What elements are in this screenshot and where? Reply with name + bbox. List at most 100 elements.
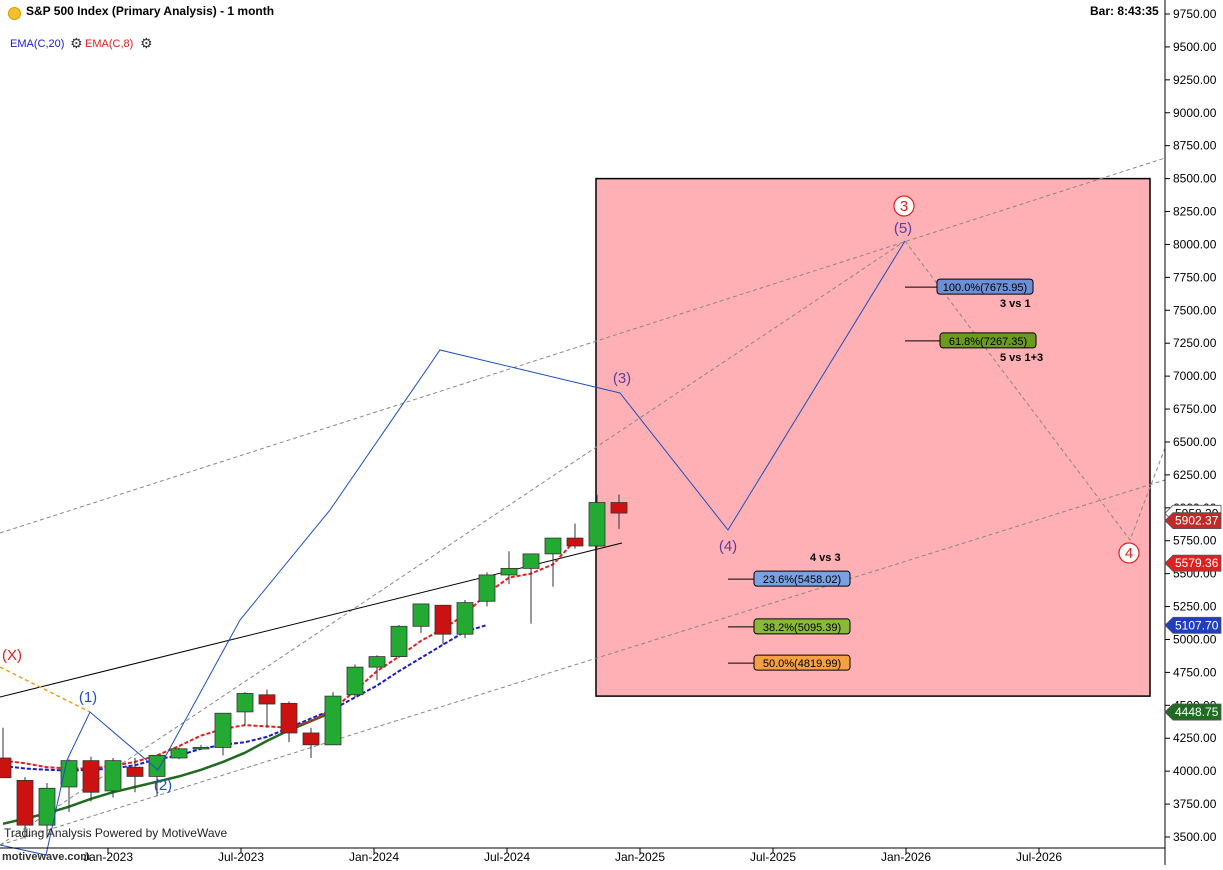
y-tick-label: 9500.00 [1173, 40, 1217, 54]
x-tick-label: Jul-2023 [218, 850, 264, 864]
candle-body [478, 574, 496, 602]
candle-body [588, 502, 606, 547]
candle-body [0, 757, 12, 779]
fib-level-label: 38.2%(5095.39) [763, 622, 841, 634]
fib-level-label: 61.8%(7267.35) [949, 336, 1027, 348]
wave-projection [904, 240, 1166, 542]
candle-body [236, 693, 254, 713]
y-tick-label: 5250.00 [1173, 600, 1217, 614]
candle-body [60, 760, 78, 788]
candle-body [500, 567, 518, 576]
candle-body [434, 604, 452, 635]
y-tick-label: 8000.00 [1173, 237, 1217, 251]
y-tick-label: 4750.00 [1173, 665, 1217, 679]
y-tick-label: 8250.00 [1173, 205, 1217, 219]
inner-channel-line [0, 240, 906, 846]
price-tag-label: 5902.37 [1175, 514, 1219, 528]
candle-body [456, 602, 474, 635]
candle-body [104, 760, 122, 792]
target-zone-box [595, 177, 1151, 697]
trendline [0, 542, 623, 698]
x-tick-label: Jul-2024 [484, 850, 530, 864]
y-tick-label: 9750.00 [1173, 7, 1217, 21]
channel-lines [0, 157, 1166, 846]
x-tick-label: Jan-2024 [349, 850, 399, 864]
candle-body [280, 702, 298, 734]
price-tag-box [1164, 616, 1222, 634]
indicator-ema8-label[interactable]: EMA(C,8) [85, 38, 134, 50]
candle-body [522, 553, 540, 569]
fib-level-label: 100.0%(7675.95) [943, 282, 1027, 294]
wave-labels: (X) (1) (2) (3) (4) (5) 3 4 [2, 195, 1140, 794]
x-tick-label: Jul-2025 [750, 850, 796, 864]
y-tick-label: 4000.00 [1173, 764, 1217, 778]
y-axis[interactable]: 3500.003750.004000.004250.004500.004750.… [1164, 0, 1217, 865]
candle-body [544, 537, 562, 555]
price-tag-label: 4448.75 [1175, 705, 1219, 719]
fib-note-label: 5 vs 1+3 [1000, 352, 1043, 364]
y-tick-label: 7000.00 [1173, 369, 1217, 383]
candle-body [610, 502, 628, 514]
candlesticks [0, 494, 628, 839]
price-tag-label: 5107.70 [1175, 618, 1219, 632]
fib-note-label: 4 vs 3 [810, 552, 841, 564]
y-tick-label: 9000.00 [1173, 106, 1217, 120]
fib-level-box [753, 654, 851, 671]
wave-label: (5) [894, 220, 912, 237]
target-zone [595, 177, 1151, 697]
wave-label: 3 [900, 198, 908, 215]
x-tick-label: Jan-2023 [83, 850, 133, 864]
lower-channel-line [0, 479, 1166, 846]
candle-body [390, 625, 408, 657]
y-tick-label: 6750.00 [1173, 402, 1217, 416]
indicator-ema20-label[interactable]: EMA(C,20) [10, 38, 65, 50]
candle-body [346, 666, 364, 696]
wave-label: (X) [2, 647, 22, 664]
status-dot-icon [8, 7, 21, 20]
powered-by-label: Trading Analysis Powered by MotiveWave [4, 826, 228, 840]
wave-paths [0, 240, 1166, 856]
fib-level-box [936, 278, 1034, 295]
site-label: motivewave.com [2, 851, 91, 863]
candle-body [82, 760, 100, 793]
y-tick-label: 3750.00 [1173, 797, 1217, 811]
y-tick-label: 6250.00 [1173, 468, 1217, 482]
upper-channel-line [0, 157, 1166, 534]
wave-label: (2) [154, 777, 172, 794]
y-tick-label: 7250.00 [1173, 336, 1217, 350]
y-tick-label: 8750.00 [1173, 139, 1217, 153]
fib-level-label: 23.6%(5458.02) [763, 574, 841, 586]
candle-body [302, 732, 320, 746]
wave-label: (1) [79, 689, 97, 706]
candle-body [148, 754, 166, 777]
y-tick-label: 9250.00 [1173, 73, 1217, 87]
candle-body [214, 712, 232, 748]
candle-body [38, 787, 56, 826]
price-tag-label: 5579.36 [1175, 556, 1219, 570]
wave-label-circle [1118, 542, 1140, 564]
candle-body [170, 748, 188, 759]
fib-level-box [939, 332, 1037, 349]
wave-path [0, 240, 906, 856]
gear-icon[interactable]: ⚙ [70, 35, 83, 51]
y-tick-label: 4250.00 [1173, 731, 1217, 745]
gear-icon[interactable]: ⚙ [140, 35, 153, 51]
fib-note-label: 3 vs 1 [1000, 298, 1031, 310]
x-tick-label: Jul-2026 [1016, 850, 1062, 864]
y-tick-label: 3500.00 [1173, 830, 1217, 844]
fib-level-label: 50.0%(4819.99) [763, 658, 841, 670]
price-tag-box [1164, 512, 1222, 530]
wave-label: 4 [1125, 545, 1133, 562]
price-tag-box [1164, 554, 1222, 572]
x-wave-line [0, 666, 91, 713]
y-tick-label: 7500.00 [1173, 303, 1217, 317]
x-axis[interactable]: Jan-2023 Jul-2023 Jan-2024 Jul-2024 Jan-2025… [0, 847, 1165, 864]
fib-level-box [753, 618, 851, 635]
chart-title: S&P 500 Index (Primary Analysis) - 1 mon… [26, 4, 275, 18]
price-tag-box [1164, 703, 1222, 721]
wave-label: (4) [719, 538, 737, 555]
y-tick-label: 6500.00 [1173, 435, 1217, 449]
